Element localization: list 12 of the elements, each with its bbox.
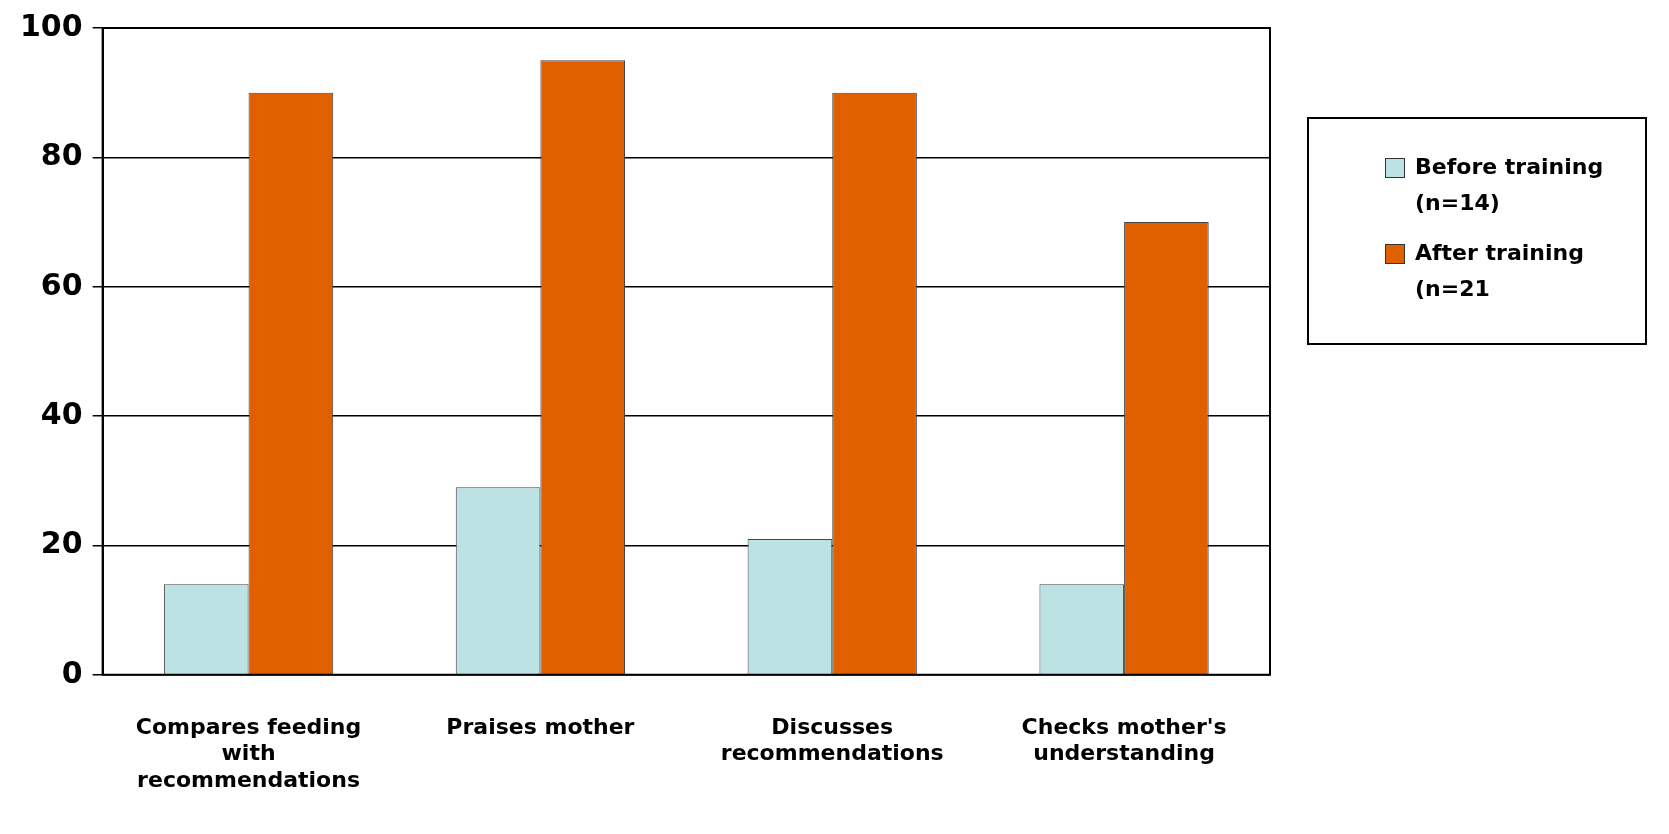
legend-label: After training (n=21 (1415, 239, 1585, 303)
x-tick-label: Praises mother (446, 713, 635, 739)
y-tick-label: 80 (40, 137, 83, 173)
y-tick-label: 40 (40, 395, 83, 431)
legend-label: Before training (n=14) (1415, 153, 1605, 217)
x-tick-label: Compares feeding with recommendations (135, 713, 362, 792)
x-tick-label: Checks mother's understanding (1021, 713, 1227, 766)
y-tick-label: 0 (61, 654, 83, 690)
y-tick-label: 20 (40, 525, 83, 561)
y-tick-label: 100 (20, 7, 83, 43)
x-tick-label: Discusses recommendations (720, 713, 944, 766)
y-tick-label: 60 (40, 266, 83, 302)
